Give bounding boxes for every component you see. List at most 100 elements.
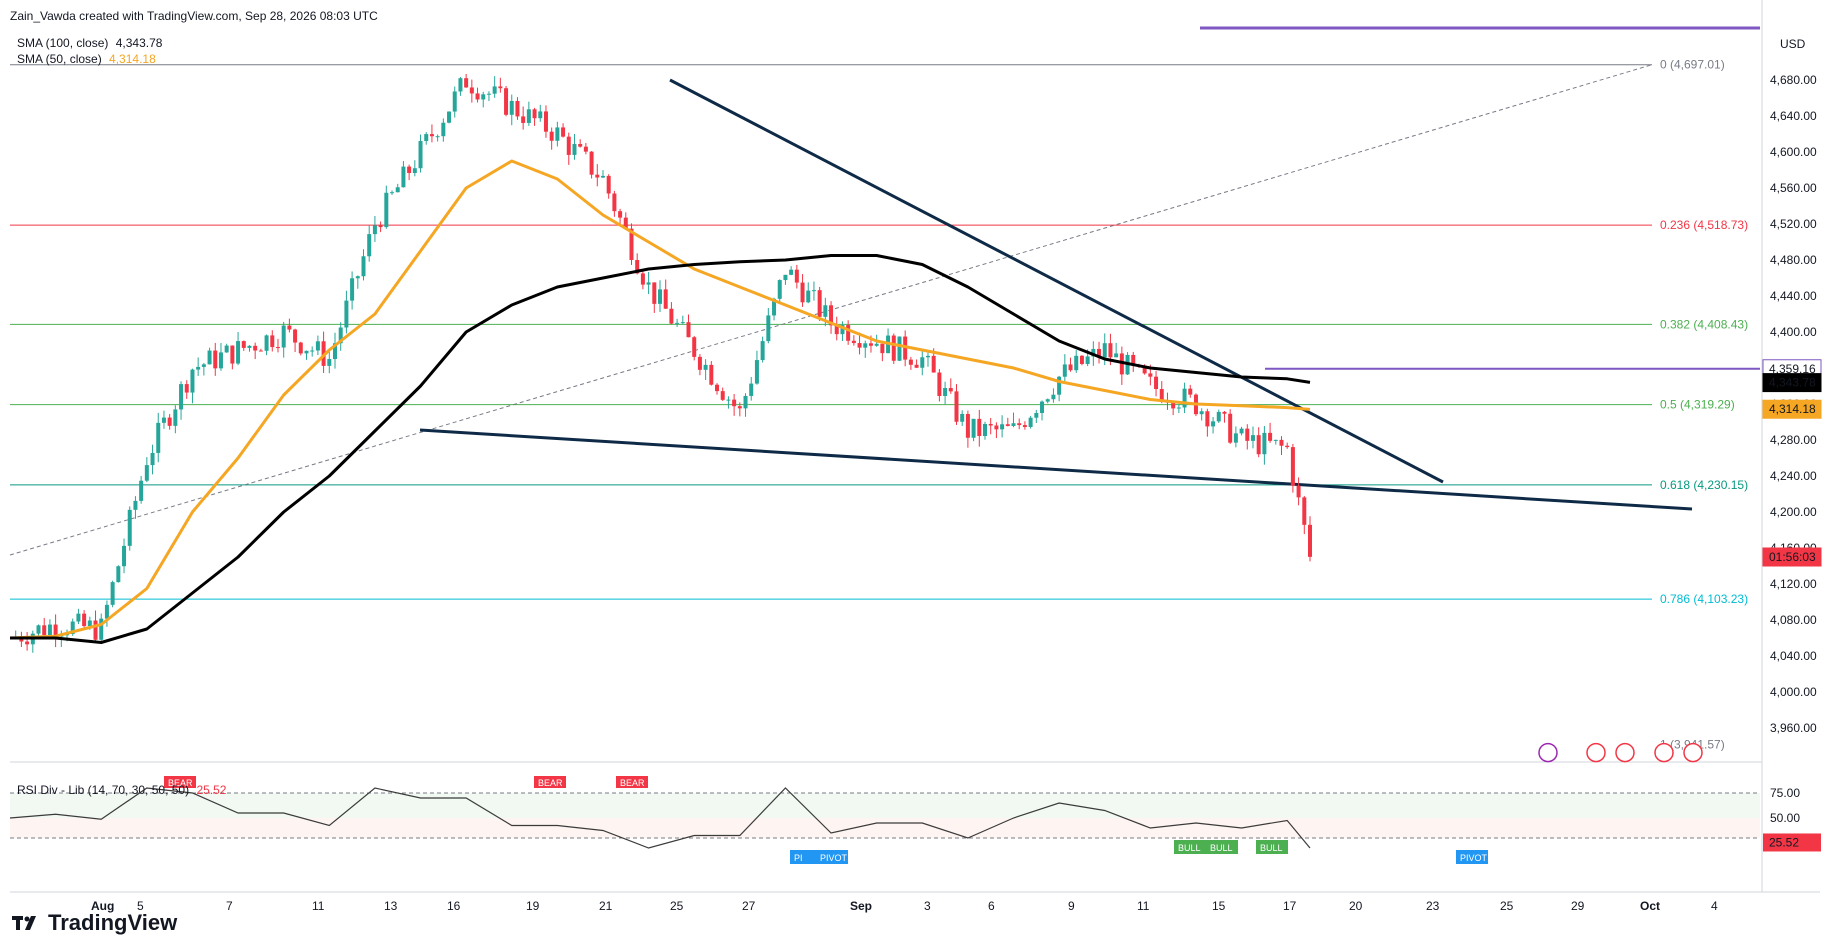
- currency-label[interactable]: USD: [1780, 37, 1806, 51]
- candle-body: [1091, 348, 1096, 357]
- candle-body: [583, 146, 588, 152]
- sma50-badge: 4,314.18: [1769, 402, 1816, 416]
- candle-body: [937, 372, 942, 396]
- candle-body: [1142, 365, 1147, 374]
- candle-body: [344, 300, 349, 328]
- candle-body: [794, 269, 799, 283]
- candle-body: [481, 94, 486, 100]
- candle-body: [338, 327, 343, 344]
- event-icon: [1654, 742, 1674, 763]
- tradingview-logo[interactable]: TradingView: [12, 910, 177, 936]
- sma100-label: SMA (100, close): [17, 36, 109, 50]
- candle-body: [435, 136, 440, 138]
- candle-body: [1290, 447, 1295, 486]
- candle-body: [378, 225, 383, 228]
- candle-body: [743, 395, 748, 409]
- candle-body: [703, 364, 708, 370]
- candle-body: [606, 175, 611, 194]
- candle-body: [1176, 407, 1181, 409]
- candle-body: [1097, 348, 1102, 358]
- candle-body: [327, 359, 332, 366]
- candle-body: [139, 480, 144, 501]
- candle-body: [1028, 417, 1033, 427]
- rsi-bear-label: BEAR: [168, 778, 193, 788]
- candle-body: [1228, 413, 1233, 443]
- candle-body: [971, 418, 976, 438]
- candle-body: [293, 329, 298, 343]
- countdown-badge-bg: [1762, 547, 1822, 567]
- event-icon: [1615, 742, 1635, 763]
- candle-body: [1250, 435, 1255, 441]
- candle-body: [236, 341, 241, 364]
- candle-body: [224, 345, 229, 353]
- candle-body: [726, 399, 731, 401]
- candle-body: [680, 322, 685, 324]
- candle-body: [156, 422, 161, 453]
- candle-body: [87, 620, 92, 627]
- candle-body: [549, 131, 554, 141]
- candle-body: [486, 93, 491, 95]
- candle-body: [47, 624, 52, 636]
- candle-body: [207, 350, 212, 365]
- candle-body: [390, 192, 395, 194]
- rsi-overbought-zone: [10, 793, 1760, 818]
- candle-body: [538, 111, 543, 119]
- candle-body: [823, 305, 828, 317]
- sma50-label: SMA (50, close): [17, 52, 102, 66]
- rsi-legend[interactable]: RSI Div - Lib (14, 70, 30, 50, 50) 25.52: [17, 783, 226, 797]
- candle-body: [874, 343, 879, 346]
- candle-body: [1051, 394, 1056, 400]
- candle-body: [1159, 389, 1164, 402]
- candle-body: [1148, 373, 1153, 377]
- date-tick-label: 20: [1349, 899, 1363, 913]
- rsi-bear-marker: [164, 776, 196, 788]
- candle-body: [635, 259, 640, 274]
- rsi-tick-label: 75.00: [1770, 786, 1800, 800]
- candle-body: [977, 418, 982, 437]
- rsi-pivot-label: PI: [794, 853, 803, 863]
- sma50-legend[interactable]: SMA (50, close) 4,314.18: [17, 52, 156, 66]
- candle-body: [196, 366, 201, 370]
- candle-body: [1285, 445, 1290, 448]
- candle-body: [954, 391, 959, 422]
- candle-body: [1262, 432, 1267, 455]
- candle-body: [310, 350, 315, 352]
- sma100-legend[interactable]: SMA (100, close) 4,343.78: [17, 36, 162, 50]
- candle-body: [652, 282, 657, 304]
- candle-body: [1108, 343, 1113, 358]
- candle-body: [281, 325, 286, 348]
- date-tick-label: 25: [1500, 899, 1514, 913]
- candle-body: [1074, 355, 1079, 371]
- date-tick-label: 5: [137, 899, 144, 913]
- rsi-line: [9, 787, 1311, 849]
- candle-body: [42, 625, 47, 636]
- candle-body: [458, 78, 463, 92]
- fib-level-label: 0.618 (4,230.15): [1660, 478, 1748, 492]
- date-tick-label: 16: [447, 899, 461, 913]
- price-tick-label: 4,560.00: [1770, 181, 1817, 195]
- candle-body: [475, 93, 480, 100]
- candle-body: [857, 343, 862, 348]
- candle-body: [863, 343, 868, 348]
- candle-body: [600, 175, 605, 178]
- rsi-bull-label: BULL: [1260, 843, 1283, 853]
- candle-body: [675, 322, 680, 324]
- candle-body: [213, 350, 218, 369]
- candle-body: [1279, 439, 1284, 446]
- candle-body: [1017, 423, 1022, 426]
- fib-level-label: 0.382 (4,408.43): [1660, 317, 1748, 331]
- date-tick-label: 11: [1137, 899, 1150, 913]
- candle-body: [737, 406, 742, 409]
- candle-body: [994, 425, 999, 430]
- sma50-badge-bg: [1762, 399, 1822, 419]
- candle-body: [464, 78, 469, 88]
- candle-body: [270, 335, 275, 348]
- candle-body: [663, 289, 668, 309]
- candle-body: [1273, 439, 1278, 441]
- candle-body: [914, 364, 919, 368]
- sma100-value: 4,343.78: [115, 36, 163, 50]
- candle-body: [367, 234, 372, 257]
- resistance-badge: 4,359.16: [1769, 362, 1816, 376]
- candle-body: [201, 364, 206, 367]
